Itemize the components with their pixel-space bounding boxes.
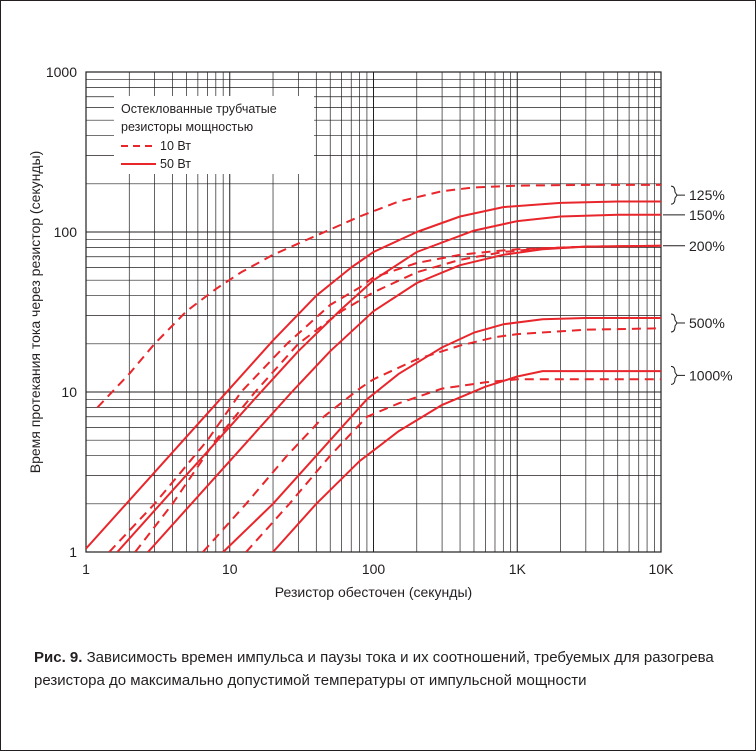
series-line-200pct-dashed: [134, 244, 661, 552]
x-tick-label: 10: [222, 561, 238, 577]
x-tick-label: 1: [82, 561, 90, 577]
y-tick-label: 1: [69, 544, 77, 560]
legend-entry-10w: 10 Вт: [160, 139, 191, 153]
bracket-mark: [670, 313, 678, 333]
series-line-125pct-solid: [86, 200, 661, 550]
legend-title-line-1: Остеклованные трубчатые: [121, 102, 277, 116]
legend-title-line-2: резисторы мощностью: [121, 120, 253, 134]
series-line-150pct-solid: [116, 213, 661, 552]
series-line-125pct-dashed: [96, 183, 661, 409]
bracket-mark: [670, 365, 678, 385]
series-lines: [86, 183, 661, 552]
caption-figure-label: Рис. 9.: [34, 649, 83, 666]
percent-label: 125%: [689, 187, 725, 203]
y-axis-label: Время протекания тока через резистор (се…: [27, 151, 43, 474]
y-tick-label: 1000: [46, 64, 77, 80]
series-line-200pct-solid: [147, 244, 661, 552]
series-line-150pct-dashed: [108, 244, 661, 552]
series-line-1000pct-solid: [272, 370, 661, 552]
right-labels: 125% 150% 200% 500% 1000%: [663, 185, 733, 385]
percent-label: 200%: [689, 238, 725, 254]
bracket-mark: [670, 185, 678, 205]
legend-box: [114, 96, 314, 174]
caption-text: Зависимость времен импульса и паузы тока…: [34, 649, 714, 689]
y-tick-label: 100: [54, 224, 78, 240]
percent-label: 500%: [689, 315, 725, 331]
x-tick-labels: 1 10 100 1K 10K: [82, 561, 674, 577]
x-tick-label: 100: [362, 561, 386, 577]
percent-label: 150%: [689, 207, 725, 223]
y-tick-labels: 1 10 100 1000: [46, 64, 77, 560]
series-line-500pct-dashed: [202, 327, 661, 552]
x-tick-label: 10K: [649, 561, 675, 577]
legend: Остеклованные трубчатые резисторы мощнос…: [114, 96, 314, 174]
chart: Остеклованные трубчатые резисторы мощнос…: [27, 64, 733, 600]
x-tick-label: 1K: [509, 561, 527, 577]
series-line-500pct-solid: [222, 317, 661, 552]
figure-caption: Рис. 9. Зависимость времен импульса и па…: [34, 646, 724, 692]
percent-label: 1000%: [689, 367, 733, 383]
x-axis-label: Резистор обесточен (секунды): [275, 584, 472, 600]
plot-border: [85, 71, 662, 553]
series-line-1000pct-dashed: [245, 378, 661, 552]
y-tick-label: 10: [61, 384, 77, 400]
legend-entry-50w: 50 Вт: [160, 157, 191, 171]
